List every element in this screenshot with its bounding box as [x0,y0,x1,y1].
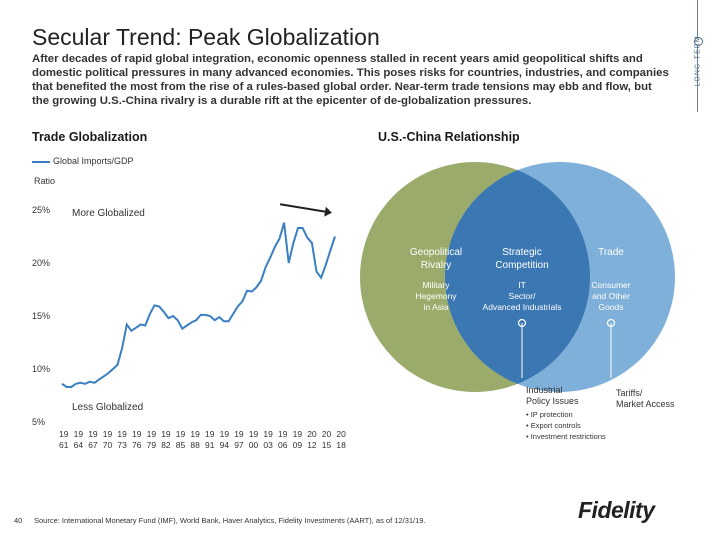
connector-dot-left-icon [517,318,527,328]
x-tick-century: 20 [322,429,332,439]
source-note: Source: International Monetary Fund (IMF… [34,516,426,525]
y-tick-label: 5% [32,417,45,427]
trend-arrow-head [324,206,332,217]
annotation-more-globalized: More Globalized [72,208,145,219]
legend-label: Global Imports/GDP [53,156,134,166]
intro-text: After decades of rapid global integratio… [32,53,669,107]
industrial-bullet-3: • Investment restrictions [526,432,606,441]
page-title: Secular Trend: Peak Globalization [32,24,380,50]
geopolitical-sub-3: in Asia [423,302,448,312]
x-tick-year: 61 [59,440,69,450]
x-tick-century: 19 [147,429,157,439]
chart-legend: Global Imports/GDP [32,156,134,166]
y-tick-label: 25% [32,205,50,215]
y-tick-label: 10% [32,364,50,374]
series-line-imports-gdp [61,222,336,388]
venn-overlap [445,162,590,392]
x-tick-year: 18 [336,440,346,450]
x-tick-year: 06 [278,440,288,450]
x-tick-century: 19 [161,429,171,439]
trade-title: Trade [598,247,624,258]
annotation-less-globalized: Less Globalized [72,402,143,413]
x-tick-year: 85 [176,440,186,450]
x-tick-year: 91 [205,440,215,450]
x-tick-century: 19 [220,429,230,439]
industrial-bullet-1: • IP protection [526,410,573,419]
geopolitical-sub-1: Military [423,280,451,290]
x-tick-century: 19 [263,429,273,439]
x-tick-year: 97 [234,440,244,450]
trade-sub-2: and Other [592,291,630,301]
y-tick-label: 20% [32,258,50,268]
x-tick-year: 79 [147,440,157,450]
x-tick-year: 64 [74,440,84,450]
side-dot-icon [694,37,703,46]
x-tick-year: 67 [88,440,98,450]
y-tick-label: 15% [32,311,50,321]
industrial-policy-title-2: Policy Issues [526,396,579,406]
x-tick-century: 19 [74,429,84,439]
x-tick-century: 19 [190,429,200,439]
tariffs-title-1: Tariffs/ [616,388,643,398]
industrial-policy-title-1: Industrial [526,385,563,395]
fidelity-logo: Fidelity [578,497,655,523]
x-tick-year: 70 [103,440,113,450]
axis-caption: Ratio [34,176,56,186]
page-number: 40 [14,516,23,525]
x-tick-year: 76 [132,440,142,450]
geopolitical-sub-2: Hegemony [415,291,457,301]
x-tick-century: 19 [103,429,113,439]
x-tick-century: 19 [117,429,127,439]
strategic-sub-2: Sector/ [509,291,537,301]
us-china-title: U.S.-China Relationship [378,130,520,144]
x-tick-year: 73 [117,440,127,450]
x-tick-century: 19 [132,429,142,439]
x-tick-century: 19 [88,429,98,439]
x-tick-year: 03 [263,440,273,450]
x-tick-year: 12 [307,440,317,450]
trade-globalization-title: Trade Globalization [32,130,148,144]
industrial-bullet-2: • Export controls [526,421,581,430]
trade-sub-3: Goods [598,302,623,312]
strategic-sub-1: IT [518,280,526,290]
x-tick-century: 19 [278,429,288,439]
connector-dot-right-icon [606,318,616,328]
x-tick-year: 82 [161,440,171,450]
x-tick-year: 00 [249,440,259,450]
x-tick-year: 88 [190,440,200,450]
strategic-title-2: Competition [495,260,548,271]
x-tick-year: 09 [293,440,303,450]
imports-gdp-chart: 5%10%15%20%25% 1961196419671970197319761… [32,203,346,450]
x-tick-century: 19 [249,429,259,439]
x-tick-year: 94 [220,440,230,450]
x-tick-year: 15 [322,440,332,450]
x-tick-century: 19 [205,429,215,439]
trend-arrow [279,203,326,213]
x-tick-century: 20 [307,429,317,439]
x-tick-century: 20 [336,429,346,439]
x-tick-century: 19 [176,429,186,439]
geopolitical-title-1: Geopolitical [410,247,462,258]
side-label: LONG-TERM [694,35,702,87]
x-tick-century: 19 [293,429,303,439]
strategic-title-1: Strategic [502,247,541,258]
x-tick-century: 19 [59,429,69,439]
strategic-sub-3: Advanced Industrials [483,302,562,312]
geopolitical-title-2: Rivalry [421,260,452,271]
side-rule [697,0,698,112]
trade-sub-1: Consumer [591,280,630,290]
legend-line-swatch [32,160,50,163]
tariffs-title-2: Market Access [616,399,675,409]
x-tick-century: 19 [234,429,244,439]
us-china-venn: Geopolitical Rivalry Military Hegemony i… [360,162,675,441]
